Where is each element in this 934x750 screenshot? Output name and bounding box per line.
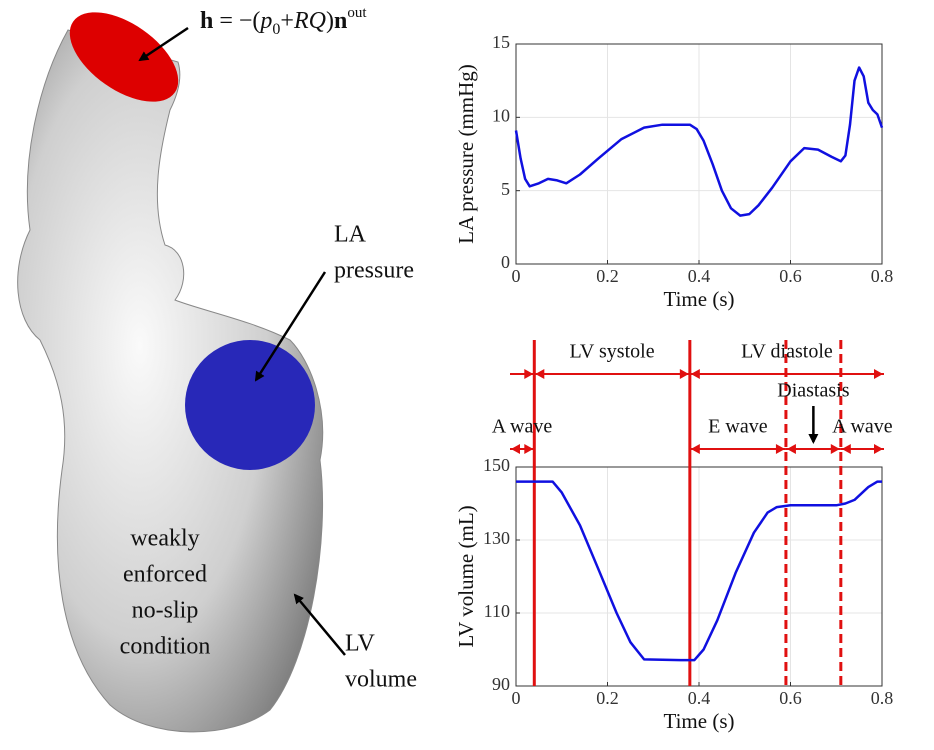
axes-box — [515, 466, 883, 687]
y-tick-label: 5 — [501, 179, 510, 199]
phase-label: Diastasis — [777, 380, 849, 402]
x-tick-label: 0.4 — [688, 688, 711, 708]
x-tick-label: 0.8 — [871, 266, 894, 286]
phase-label: E wave — [708, 416, 768, 438]
y-tick-label: 130 — [483, 528, 510, 548]
arrow-head — [874, 369, 883, 379]
arrow-head — [524, 444, 534, 454]
annotation: LV — [345, 631, 375, 657]
annotation: no-slip — [132, 598, 199, 624]
x-tick-label: 0.6 — [779, 266, 802, 286]
formula-part: n — [334, 8, 347, 34]
phase-label: A wave — [492, 416, 553, 438]
arrow-head — [775, 444, 785, 454]
x-tick-label: 0 — [512, 266, 521, 286]
formula-part: ) — [326, 8, 334, 34]
x-tick-label: 0.2 — [596, 266, 619, 286]
arrow-head — [690, 444, 700, 454]
axes-box — [515, 43, 883, 265]
arrow-head — [874, 444, 883, 454]
y-tick-label: 150 — [483, 455, 510, 475]
data-line — [514, 66, 884, 217]
phase-label: LV systole — [570, 341, 655, 363]
phase-label: LV diastole — [741, 341, 833, 363]
arrow-head — [841, 444, 851, 454]
formula-part: = −( — [213, 8, 260, 34]
arrow — [293, 593, 346, 656]
arrow-head — [511, 444, 520, 454]
arrow-head — [535, 369, 545, 379]
formula-part: h — [200, 8, 213, 34]
formula-part: + — [280, 8, 294, 34]
x-axis-label: Time (s) — [664, 287, 735, 311]
x-tick-label: 0.8 — [871, 688, 894, 708]
annotation: weakly — [130, 526, 199, 552]
heart-surface — [17, 29, 324, 733]
la-cap — [185, 340, 315, 470]
arrow-head — [690, 369, 700, 379]
y-tick-label: 0 — [501, 252, 510, 272]
formula-part: out — [347, 5, 367, 21]
y-axis-label: LA pressure (mmHg) — [454, 64, 478, 244]
arrow-head — [830, 444, 840, 454]
arrow-head — [786, 444, 796, 454]
arrow-head — [679, 369, 689, 379]
y-axis-label: LV volume (mL) — [454, 505, 478, 647]
phase-label: A wave — [832, 416, 893, 438]
annotation: volume — [345, 667, 417, 693]
y-tick-label: 15 — [492, 32, 510, 52]
arrow — [138, 26, 189, 62]
arrow — [254, 271, 327, 382]
x-tick-label: 0.2 — [596, 688, 619, 708]
arrow-head — [524, 369, 534, 379]
x-tick-label: 0 — [512, 688, 521, 708]
annotation: enforced — [123, 562, 207, 588]
data-line — [516, 480, 882, 662]
outlet-cap — [69, 12, 179, 102]
annotation: pressure — [334, 258, 414, 284]
annotation: LA — [334, 222, 367, 248]
x-axis-label: Time (s) — [664, 709, 735, 733]
y-tick-label: 10 — [492, 105, 510, 125]
x-tick-label: 0.4 — [688, 266, 711, 286]
anatomy: h = −(p0+RQ)nout — [17, 5, 367, 733]
x-tick-label: 0.6 — [779, 688, 802, 708]
formula-part: p — [258, 8, 272, 34]
y-tick-label: 90 — [492, 674, 510, 694]
formula-part: RQ — [293, 8, 326, 34]
formula-part: 0 — [272, 21, 280, 38]
formula: h = −(p0+RQ)nout — [200, 5, 367, 38]
annotation: condition — [120, 634, 211, 660]
y-tick-label: 110 — [484, 601, 510, 621]
